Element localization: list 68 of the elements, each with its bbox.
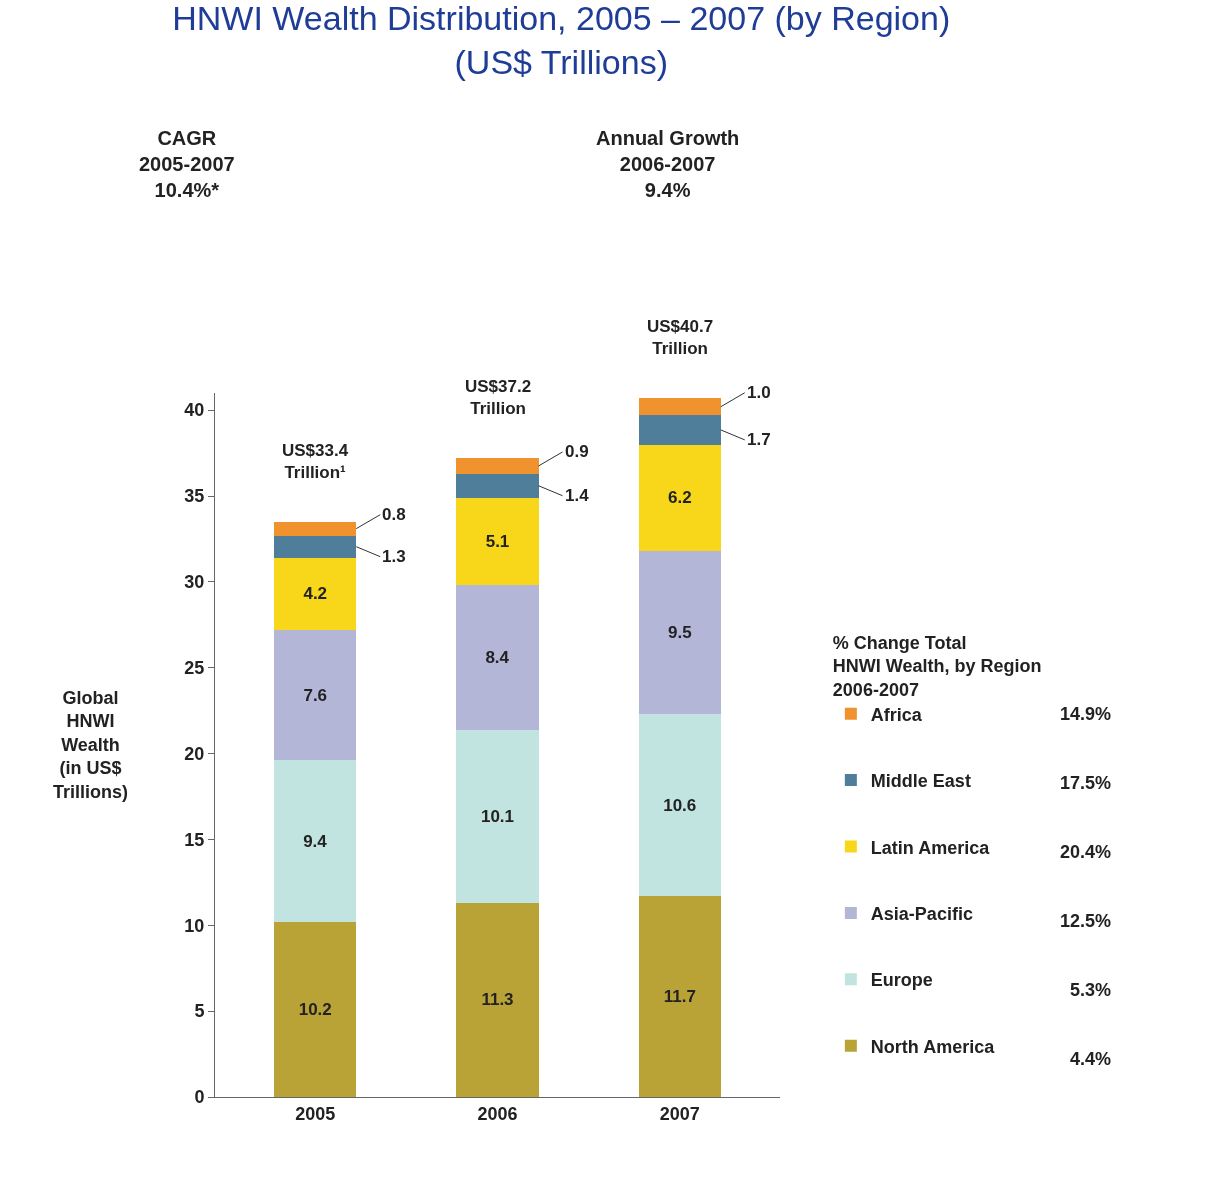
data-label: 10.2 (298, 999, 332, 1019)
y-tick-label: 40 (184, 400, 205, 421)
legend-label: Europe (870, 970, 933, 991)
data-label: 1.0 (747, 383, 771, 402)
chart-title: HNWI Wealth Distribution, 2005 – 2007 (by Region) (US$ Trillions) (172, 0, 951, 81)
bar (638, 714, 721, 897)
bar (638, 398, 721, 416)
data-label: 10.1 (480, 806, 515, 826)
text: CAGR 2005-2007 10.4%* (139, 127, 235, 201)
legend-label: Middle East (870, 771, 971, 792)
data-label: 7.6 (303, 685, 328, 705)
data-label: 11.3 (481, 990, 514, 1010)
bar (274, 521, 357, 536)
y-tick-label: 25 (184, 658, 205, 679)
y-axis-title: Global HNWI Wealth (in US$ Trillions) (53, 688, 129, 802)
legend-title: % Change Total HNWI Wealth, by Region 2006-2007 (832, 632, 1042, 700)
legend-label: Africa (870, 704, 923, 725)
data-label: 11.7 (663, 987, 696, 1007)
y-tick-label: 30 (184, 572, 205, 593)
bar (456, 473, 539, 498)
text: 5.3% (1070, 980, 1112, 1000)
legend-label: North America (870, 1036, 996, 1057)
data-label: 0.9 (565, 442, 589, 461)
legend-label: Asia-Pacific (870, 903, 973, 924)
data-label: 5.1 (485, 532, 510, 552)
bar (274, 760, 357, 922)
text: 12.5% (1060, 911, 1112, 931)
data-label: 1.3 (382, 547, 406, 566)
bar (274, 535, 357, 558)
bar (456, 458, 539, 474)
bar (456, 497, 539, 586)
y-tick-label: 35 (184, 486, 205, 507)
text: Annual Growth 2006-2007 9.4% (596, 127, 740, 201)
bar (638, 415, 721, 445)
data-label: 9.4 (303, 831, 328, 851)
y-tick-label: 0 (194, 1087, 205, 1108)
data-label: 1.4 (565, 486, 590, 505)
y-tick-label: 10 (184, 915, 205, 936)
data-label: 9.5 (667, 623, 692, 643)
text: 4.4% (1070, 1049, 1112, 1069)
data-label: 0.8 (382, 505, 406, 524)
bar (638, 550, 721, 715)
text: 20.4% (1060, 842, 1112, 862)
y-tick-label: 5 (194, 1001, 205, 1022)
data-label: 1.7 (747, 430, 771, 449)
y-tick-label: 15 (184, 829, 205, 850)
x-tick-label: 2005 (295, 1103, 336, 1124)
total-label: US$40.7 Trillion (647, 317, 714, 359)
bar (456, 729, 539, 903)
data-label: 10.6 (663, 795, 697, 815)
data-label: 8.4 (485, 647, 510, 667)
text: 14.9% (1060, 704, 1112, 724)
bar (274, 557, 357, 630)
bar (638, 444, 721, 551)
x-tick-label: 2007 (659, 1103, 700, 1124)
bar (274, 629, 357, 761)
x-tick-label: 2006 (477, 1103, 518, 1124)
legend-label: Latin America (870, 837, 991, 858)
total-label: US$33.4 Trillion¹ (282, 441, 349, 483)
total-label: US$37.2 Trillion (465, 377, 532, 419)
bar (274, 921, 357, 1097)
data-label: 4.2 (303, 584, 328, 604)
bar (456, 902, 539, 1097)
bar (456, 585, 539, 730)
text: 17.5% (1060, 773, 1112, 793)
data-label: 6.2 (667, 488, 692, 508)
y-tick-label: 20 (184, 743, 205, 764)
bar (638, 896, 721, 1097)
